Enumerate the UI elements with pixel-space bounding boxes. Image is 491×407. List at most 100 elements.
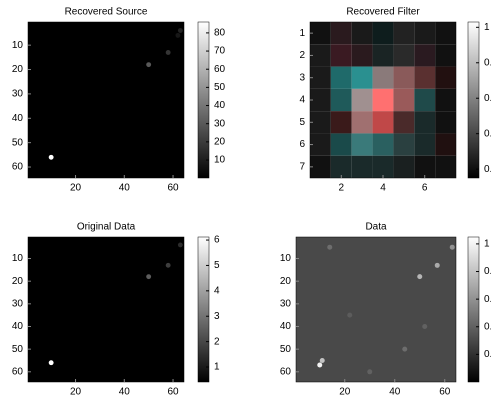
- spot: [146, 274, 151, 279]
- y-tick-label: 10: [12, 40, 24, 51]
- subplot-title: Recovered Filter: [346, 7, 420, 18]
- spot: [166, 50, 171, 55]
- y-tick-label: 60: [280, 366, 292, 377]
- spot: [166, 263, 171, 268]
- colorbar-tick-label: 0.2: [484, 164, 491, 175]
- spot: [347, 313, 352, 318]
- spot: [49, 155, 54, 160]
- colorbar-tick-label: 5: [214, 260, 220, 271]
- pixel: [331, 111, 352, 133]
- x-tick-label: 20: [339, 387, 351, 398]
- colorbar: [468, 237, 479, 382]
- pixel: [435, 156, 456, 178]
- pixel: [435, 67, 456, 89]
- pixel: [331, 156, 352, 178]
- pixel: [435, 111, 456, 133]
- x-tick-label: 60: [167, 387, 179, 398]
- pixel: [393, 133, 414, 155]
- colorbar-tick-label: 50: [214, 82, 226, 93]
- colorbar-tick-label: 0.8: [484, 266, 491, 277]
- y-tick-label: 5: [299, 117, 305, 128]
- y-tick-label: 30: [12, 298, 24, 309]
- colorbar-tick-label: 40: [214, 100, 226, 111]
- image-background: [28, 22, 184, 178]
- pixel: [352, 133, 373, 155]
- pixel: [435, 44, 456, 66]
- pixel: [352, 156, 373, 178]
- subplot-title: Recovered Source: [65, 7, 148, 18]
- colorbar-tick-label: 60: [214, 64, 226, 75]
- pixel: [310, 133, 331, 155]
- y-tick-label: 20: [12, 64, 24, 75]
- spot: [178, 28, 183, 33]
- y-tick-label: 6: [299, 139, 305, 150]
- colorbar-tick-label: 0.6: [484, 294, 491, 305]
- spot: [417, 274, 422, 279]
- y-tick-label: 50: [12, 344, 24, 355]
- y-tick-label: 40: [12, 321, 24, 332]
- y-tick-label: 50: [280, 344, 292, 355]
- pixel: [373, 133, 394, 155]
- y-tick-label: 4: [299, 95, 305, 106]
- y-tick-label: 60: [12, 366, 24, 377]
- y-tick-label: 10: [12, 253, 24, 264]
- pixel: [310, 111, 331, 133]
- spot: [422, 324, 427, 329]
- spot: [327, 245, 332, 250]
- pixel: [373, 67, 394, 89]
- x-tick-label: 40: [119, 387, 131, 398]
- pixel: [310, 156, 331, 178]
- x-tick-label: 20: [70, 387, 82, 398]
- colorbar-tick-label: 4: [214, 285, 220, 296]
- spot: [402, 347, 407, 352]
- pixel: [331, 89, 352, 111]
- y-tick-label: 60: [12, 162, 24, 173]
- spot: [178, 242, 183, 247]
- y-tick-label: 10: [280, 253, 292, 264]
- image-background: [28, 237, 184, 382]
- pixel: [393, 67, 414, 89]
- x-tick-label: 2: [339, 183, 345, 194]
- pixel: [393, 156, 414, 178]
- colorbar-tick-label: 0.4: [484, 321, 491, 332]
- pixel: [373, 111, 394, 133]
- pixel: [331, 133, 352, 155]
- pixel: [414, 133, 435, 155]
- spot: [435, 263, 440, 268]
- pixel: [352, 44, 373, 66]
- pixel: [352, 22, 373, 44]
- colorbar-tick-label: 0.4: [484, 128, 491, 139]
- pixel: [352, 111, 373, 133]
- y-tick-label: 3: [299, 72, 305, 83]
- pixel: [414, 22, 435, 44]
- colorbar-tick-label: 10: [214, 155, 226, 166]
- colorbar-tick-label: 30: [214, 118, 226, 129]
- spot: [317, 363, 322, 368]
- y-tick-label: 50: [12, 137, 24, 148]
- colorbar-tick-label: 0.2: [484, 349, 491, 360]
- pixel: [435, 89, 456, 111]
- spot: [175, 33, 180, 38]
- colorbar: [198, 237, 209, 382]
- y-tick-label: 2: [299, 50, 305, 61]
- colorbar-tick-label: 1: [214, 362, 220, 373]
- colorbar: [198, 22, 209, 178]
- pixel: [352, 89, 373, 111]
- x-tick-label: 40: [119, 183, 131, 194]
- pixel: [373, 44, 394, 66]
- pixel: [414, 111, 435, 133]
- pixel: [393, 44, 414, 66]
- colorbar-tick-label: 0.8: [484, 57, 491, 68]
- x-tick-label: 60: [167, 183, 179, 194]
- pixel: [414, 89, 435, 111]
- pixel: [373, 156, 394, 178]
- pixel: [310, 44, 331, 66]
- pixel: [393, 111, 414, 133]
- y-tick-label: 20: [12, 276, 24, 287]
- x-tick-label: 6: [422, 183, 428, 194]
- pixel: [414, 156, 435, 178]
- spot: [49, 360, 54, 365]
- colorbar-tick-label: 1: [484, 22, 490, 33]
- pixel: [435, 133, 456, 155]
